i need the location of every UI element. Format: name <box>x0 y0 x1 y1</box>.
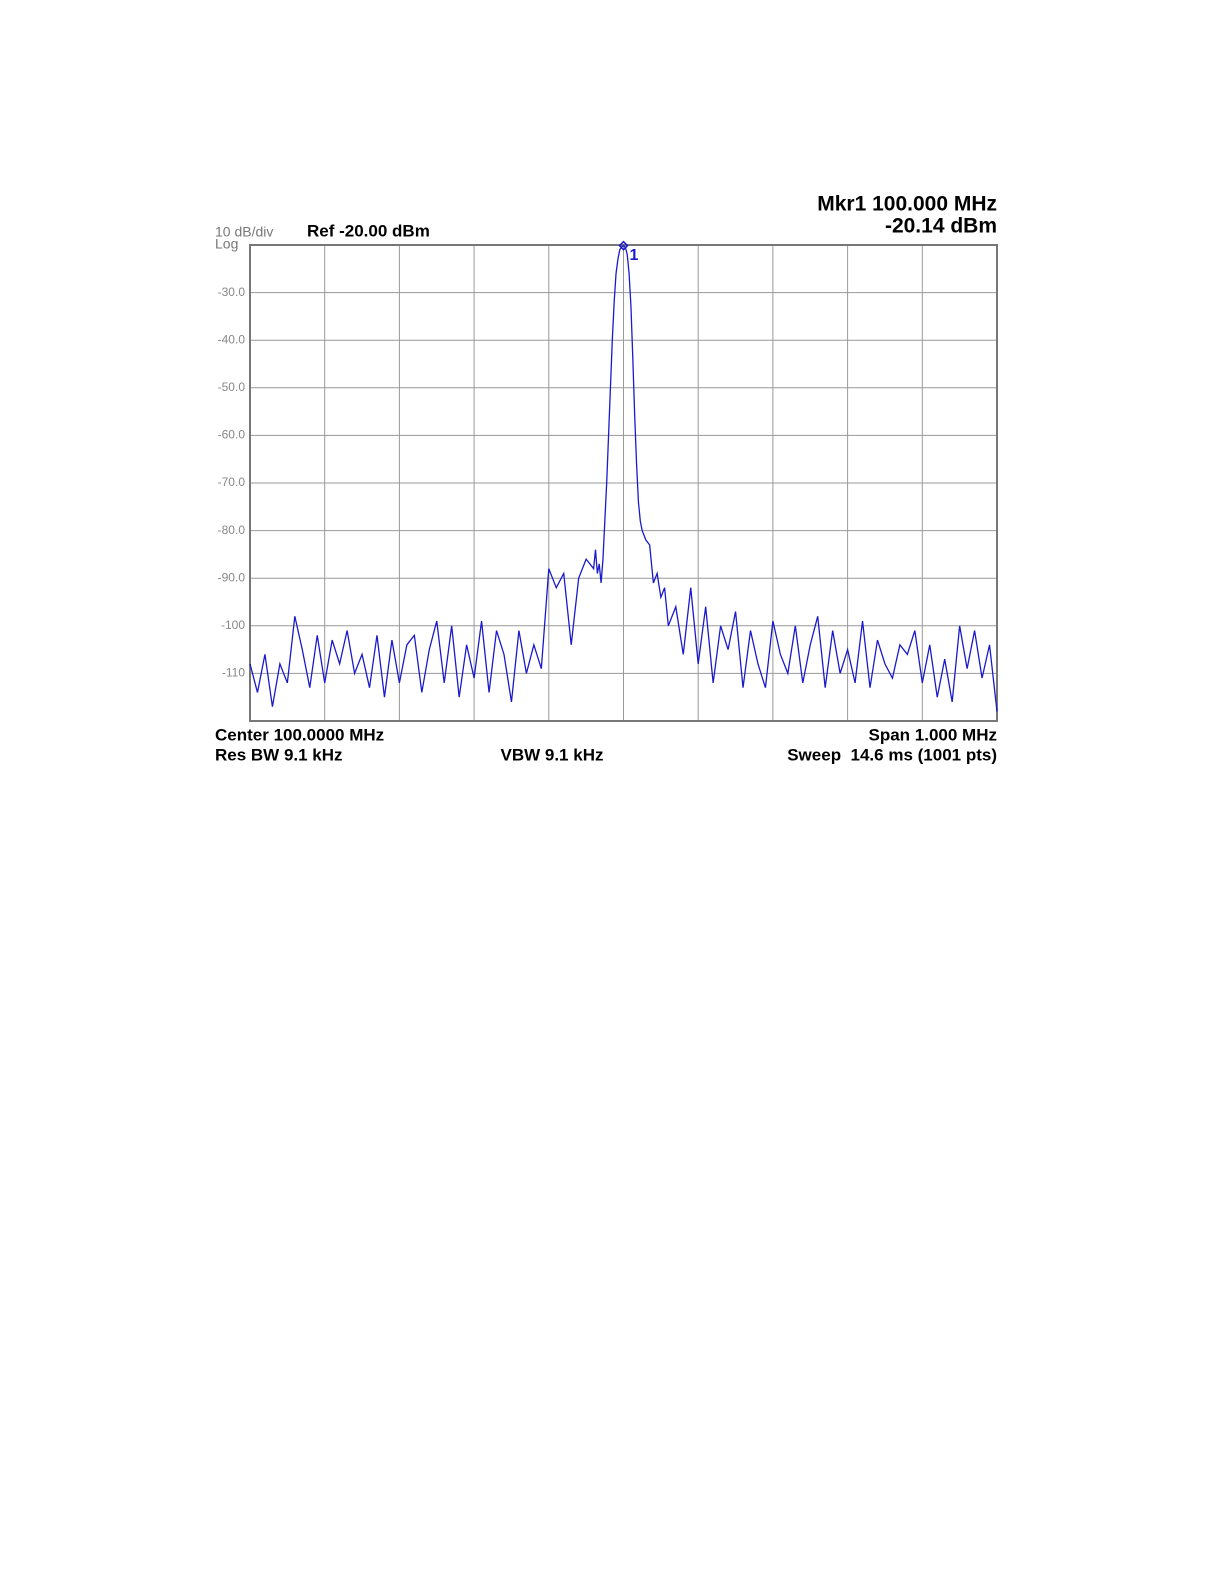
y-tick-label: -50.0 <box>218 380 246 394</box>
ref-label: Ref -20.00 dBm <box>307 221 430 240</box>
y-tick-label: -80.0 <box>218 523 246 537</box>
marker-amp-label: -20.14 dBm <box>885 215 997 238</box>
span-label: Span 1.000 MHz <box>869 725 998 744</box>
y-tick-label: -60.0 <box>218 428 246 442</box>
marker <box>618 240 629 251</box>
center-label: Center 100.0000 MHz <box>215 725 384 744</box>
y-tick-label: -110 <box>222 666 245 680</box>
scale-mode-label: Log <box>215 236 238 252</box>
marker-label: 1 <box>630 247 639 264</box>
y-tick-label: -100 <box>221 618 245 632</box>
y-tick-label: -70.0 <box>218 475 246 489</box>
marker-freq-label: Mkr1 100.000 MHz <box>817 193 997 216</box>
y-tick-label: -30.0 <box>218 285 246 299</box>
vbw-label: VBW 9.1 kHz <box>501 745 604 764</box>
scale-label: 10 dB/div <box>215 224 273 240</box>
y-tick-label: -90.0 <box>218 570 246 584</box>
trace <box>249 244 998 712</box>
rbw-label: Res BW 9.1 kHz <box>215 745 343 764</box>
y-tick-label: -40.0 <box>218 332 246 346</box>
sweep-label: Sweep 14.6 ms (1001 pts) <box>787 745 997 764</box>
